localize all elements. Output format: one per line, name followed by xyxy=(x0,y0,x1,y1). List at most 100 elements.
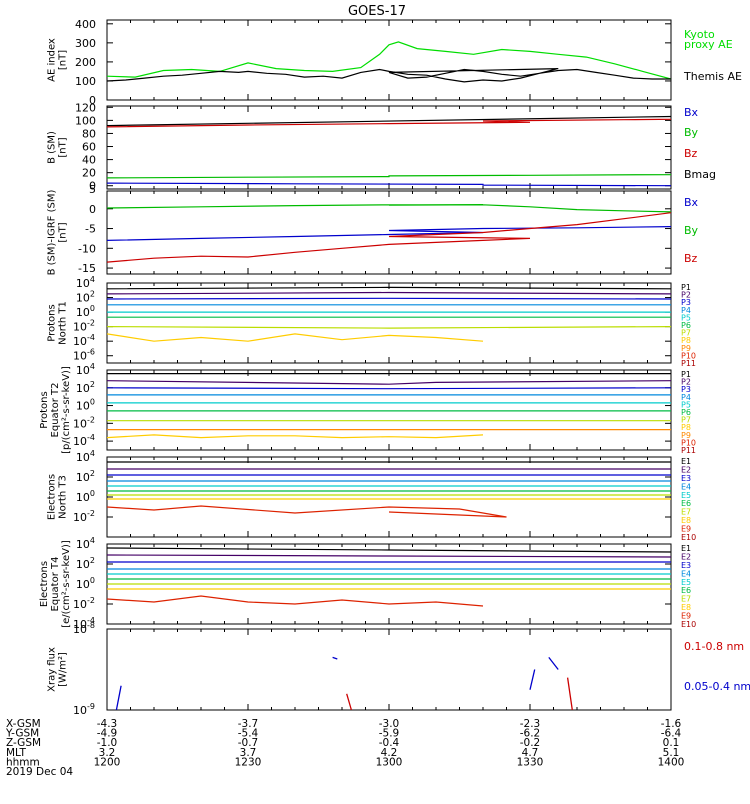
y-tick-label: 40 xyxy=(82,154,96,167)
flux-segment-2 xyxy=(333,657,338,659)
time-axis-value: 1200 xyxy=(94,756,121,768)
series-line-2 xyxy=(107,225,750,241)
y-axis-label: Electrons xyxy=(39,561,50,607)
y-tick-label: -15 xyxy=(78,262,96,275)
y-axis-label: [nT] xyxy=(58,137,69,157)
y-tick-label: 80 xyxy=(82,127,96,140)
y-axis-label: B (SM)-IGRF (SM) xyxy=(47,190,58,276)
time-axis-value: 1330 xyxy=(517,756,544,768)
series-line-2 xyxy=(107,555,671,557)
y-tick-label: 10-2 xyxy=(73,319,95,334)
y-tick-label: 120 xyxy=(75,101,96,114)
series-line-9 xyxy=(107,596,483,606)
y-axis-label: [W/m²] xyxy=(58,652,69,687)
time-axis-value: 1400 xyxy=(658,756,685,768)
series-line-2 xyxy=(107,293,671,294)
legend-entry: P11 xyxy=(681,359,696,368)
date-label: 2019 Dec 04 xyxy=(6,766,73,778)
y-tick-label: 10-4 xyxy=(73,333,95,348)
legend-entry: 0.1-0.8 nm xyxy=(684,640,744,653)
panel-frame xyxy=(107,629,671,710)
y-tick-label: 10-8 xyxy=(73,621,95,636)
y-tick-label: 10-2 xyxy=(73,509,95,524)
y-axis-label: Protons xyxy=(47,304,58,341)
y-axis-label: Xray flux xyxy=(47,647,58,692)
y-tick-label: 10-6 xyxy=(73,348,95,363)
y-tick-label: 102 xyxy=(76,290,95,305)
y-tick-label: 0 xyxy=(89,203,96,216)
y-tick-label: 20 xyxy=(82,167,96,180)
legend-entry: E10 xyxy=(681,620,696,629)
y-axis-label: B (SM) xyxy=(47,131,58,164)
flux-segment-4 xyxy=(530,670,535,690)
legend-entry: P11 xyxy=(681,446,696,455)
series-line-3 xyxy=(107,209,750,262)
y-tick-label: -10 xyxy=(78,242,96,255)
series-line-3 xyxy=(107,388,671,389)
y-tick-label: 10-2 xyxy=(73,415,95,430)
time-axis-table: X-GSM-4.3-3.7-3.0-2.3-1.6Y-GSM-4.9-5.4-5… xyxy=(5,718,684,778)
y-axis-label: [p/(cm²-s-sr-keV)] xyxy=(61,366,72,454)
panel-frame xyxy=(107,283,671,363)
legend-entry: E10 xyxy=(681,533,696,542)
legend-entry: Bx xyxy=(684,196,699,209)
y-tick-label: 100 xyxy=(76,304,95,319)
panel-frame xyxy=(107,20,671,100)
y-tick-label: 400 xyxy=(75,18,96,31)
flux-segment-1 xyxy=(116,686,121,710)
series-line-1 xyxy=(107,205,750,212)
time-axis-value: 1300 xyxy=(376,756,403,768)
series-line-1 xyxy=(107,117,671,126)
flux-segment-5 xyxy=(549,657,558,669)
series-line-7 xyxy=(107,327,671,329)
y-tick-label: 104 xyxy=(76,275,95,290)
y-tick-label: 100 xyxy=(75,75,96,88)
y-axis-label: Equator T4 xyxy=(50,557,61,612)
y-tick-label: 104 xyxy=(76,362,95,377)
series-line-2 xyxy=(107,381,671,385)
y-tick-label: 60 xyxy=(82,141,96,154)
y-axis-label: AE index xyxy=(47,38,58,82)
legend-entry: By xyxy=(684,126,699,139)
y-tick-label: 104 xyxy=(76,449,95,464)
legend-entry: By xyxy=(684,224,699,237)
y-tick-label: 10-2 xyxy=(73,596,95,611)
y-tick-label: 102 xyxy=(76,380,95,395)
y-axis-label: Electrons xyxy=(47,474,58,520)
y-tick-label: 5 xyxy=(89,183,96,196)
y-axis-label: North T1 xyxy=(58,301,69,345)
plot-title: GOES-17 xyxy=(348,4,406,19)
y-tick-label: 200 xyxy=(75,56,96,69)
legend-entry: Bz xyxy=(684,147,698,160)
y-tick-label: 102 xyxy=(76,556,95,571)
y-tick-label: 100 xyxy=(76,576,95,591)
y-axis-label: North T3 xyxy=(58,475,69,519)
legend-entry: Bz xyxy=(684,252,698,265)
legend-entry: Bmag xyxy=(684,168,716,181)
panel-frame xyxy=(107,191,671,274)
legend-entry: Bx xyxy=(684,106,699,119)
flux-segment-6 xyxy=(568,678,573,710)
legend-entry: Themis AE xyxy=(683,70,742,83)
y-tick-label: 10-9 xyxy=(73,702,95,717)
y-axis-label: Equator T2 xyxy=(50,383,61,438)
y-tick-label: 102 xyxy=(76,469,95,484)
y-axis-label: [nT] xyxy=(58,50,69,70)
series-line-9 xyxy=(107,435,483,438)
flux-segment-10 xyxy=(671,694,750,710)
y-tick-label: 10-4 xyxy=(73,433,95,448)
legend-entry: proxy AE xyxy=(684,38,733,51)
flux-segment-3 xyxy=(347,694,352,710)
y-tick-label: 104 xyxy=(76,536,95,551)
series-line-2 xyxy=(107,118,750,127)
